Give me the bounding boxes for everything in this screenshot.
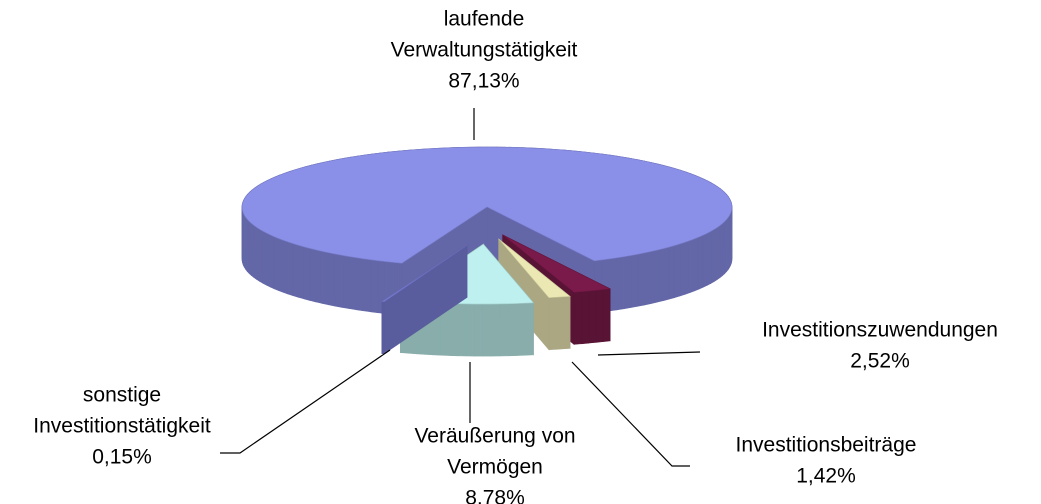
slice-label: Investitionsbeiträge [736, 434, 917, 457]
slice-side [253, 224, 257, 280]
slice-side [668, 245, 675, 300]
slice-side [719, 222, 723, 279]
slice-side [292, 243, 299, 298]
value-label: 87,13% [448, 70, 519, 93]
slice-side [609, 257, 618, 312]
slice-side [363, 258, 372, 313]
slice-side [321, 251, 329, 306]
slice-side [650, 249, 658, 304]
slice-side [595, 289, 604, 343]
slice-side [716, 225, 721, 281]
slice-top [380, 245, 468, 303]
slice-side [348, 256, 357, 311]
slice-side [303, 246, 311, 301]
slice-side [623, 255, 632, 310]
value-label: 1,42% [796, 465, 856, 488]
slice-side [370, 259, 379, 314]
slice [241, 146, 733, 316]
slice-side [616, 256, 625, 311]
slice-side [710, 229, 715, 284]
value-label: 8,78% [465, 487, 525, 504]
slice-side [355, 257, 364, 312]
leader-line [220, 349, 391, 454]
slice-side [278, 238, 284, 293]
slice-side [449, 303, 459, 357]
slice-side [341, 254, 350, 309]
slice-side [562, 296, 571, 350]
slice-side [602, 288, 611, 342]
slice-side [684, 240, 691, 295]
slice-side [689, 238, 695, 294]
slice-side [637, 252, 645, 307]
slice-side [250, 222, 254, 278]
leader-line [571, 361, 690, 467]
slice-side [694, 236, 700, 292]
slice-side [269, 234, 275, 290]
slice-side [555, 296, 564, 350]
slice-side [328, 252, 336, 307]
slice-side [309, 248, 317, 303]
slice-side [713, 227, 718, 283]
slice-side [508, 303, 518, 357]
slice-side [722, 220, 725, 277]
slice-side [334, 253, 343, 308]
slice-side [273, 236, 279, 291]
slice-side [588, 290, 597, 344]
slice-side [656, 248, 664, 303]
slice-label: sonstige [83, 384, 161, 407]
slice-side [679, 241, 686, 297]
slice-side [662, 246, 670, 302]
slice-side [491, 303, 501, 357]
slice [380, 244, 468, 355]
slice-side [287, 241, 294, 297]
slice-side [516, 302, 526, 356]
slice-side [706, 230, 712, 286]
slice-side [465, 303, 475, 357]
slice-side [524, 302, 534, 356]
value-label: 2,52% [850, 350, 910, 373]
slice-side [382, 301, 385, 355]
value-label: 0,15% [92, 446, 152, 469]
slice-side [702, 232, 708, 288]
slice-label: Investitionstätigkeit [33, 415, 211, 438]
slice-side [674, 243, 681, 298]
slice-side [457, 303, 467, 357]
slice-top [502, 234, 612, 293]
slice-label: Vermögen [447, 456, 543, 479]
slice-side [282, 239, 289, 295]
slice-label: Investitionszuwendungen [762, 319, 998, 342]
slice-side [315, 249, 323, 304]
slice-side [298, 244, 305, 300]
slice-label: Verwaltungstätigkeit [391, 39, 578, 62]
slice-side [262, 230, 267, 286]
slice-side [548, 296, 557, 351]
slice-side [644, 251, 652, 306]
slice-label: Veräußerung von [414, 425, 575, 448]
slice-side [482, 303, 492, 357]
slice-side [259, 228, 263, 284]
slice-top [498, 238, 571, 299]
slice-side [474, 303, 484, 357]
slice-side [265, 232, 271, 288]
slice-side [256, 226, 260, 282]
slice-side [630, 253, 639, 308]
slice-side [698, 234, 704, 290]
slice-side [581, 290, 590, 345]
leader-line [597, 351, 701, 356]
slice-side [499, 303, 509, 357]
slice-top [241, 146, 733, 264]
slice-side [248, 220, 252, 276]
slice-label: laufende [444, 8, 525, 31]
slice-side [573, 291, 582, 345]
